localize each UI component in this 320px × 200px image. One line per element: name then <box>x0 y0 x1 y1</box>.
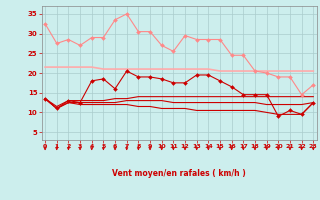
Text: Vent moyen/en rafales ( km/h ): Vent moyen/en rafales ( km/h ) <box>112 169 246 178</box>
